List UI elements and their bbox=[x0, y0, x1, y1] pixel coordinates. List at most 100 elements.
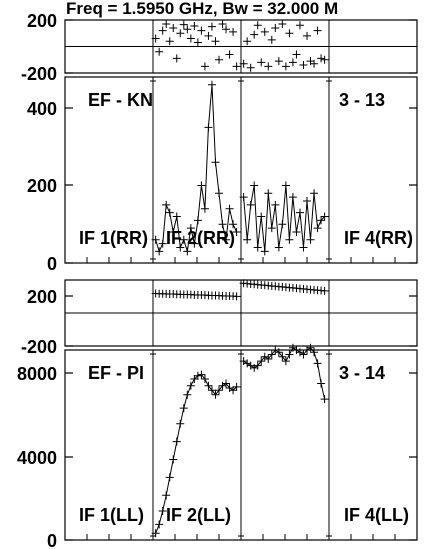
data-point-if3 bbox=[292, 228, 301, 236]
data-point-if3 bbox=[306, 235, 315, 244]
data-point-if3 bbox=[310, 348, 319, 357]
data-point-if2 bbox=[193, 216, 202, 225]
data-point-if2 bbox=[183, 390, 192, 399]
data-point-if2 bbox=[186, 381, 195, 390]
series-line-if2 bbox=[155, 84, 238, 253]
data-point-if3 bbox=[274, 57, 283, 66]
data-point-if3 bbox=[292, 50, 301, 59]
data-point-if2 bbox=[179, 20, 188, 29]
data-point-if2 bbox=[158, 239, 167, 248]
data-point-if2 bbox=[158, 506, 167, 515]
data-point-if2 bbox=[218, 19, 227, 28]
phase-panel-3 bbox=[64, 279, 418, 347]
data-point-if3 bbox=[320, 212, 329, 221]
data-point-if3 bbox=[246, 200, 255, 209]
data-point-if2 bbox=[229, 220, 238, 229]
data-point-if2 bbox=[211, 37, 220, 46]
data-point-if3 bbox=[288, 58, 297, 67]
data-point-if3 bbox=[271, 23, 280, 32]
data-point-if2 bbox=[197, 26, 206, 35]
if-panel-label: IF 4(LL) bbox=[344, 505, 409, 525]
y-tick-label: 200 bbox=[27, 11, 57, 31]
data-point-if2 bbox=[200, 62, 209, 71]
if-panel-label: IF 2(LL) bbox=[166, 505, 231, 525]
data-point-if3 bbox=[253, 21, 262, 30]
data-point-if3 bbox=[253, 243, 262, 252]
data-point-if3 bbox=[264, 62, 273, 71]
data-point-if3 bbox=[317, 216, 326, 225]
data-point-if3 bbox=[239, 193, 248, 202]
data-point-if2 bbox=[172, 212, 181, 221]
data-point-if2 bbox=[183, 247, 192, 256]
series-line-if3 bbox=[243, 185, 325, 252]
data-point-if3 bbox=[278, 352, 287, 361]
data-point-if2 bbox=[222, 235, 231, 244]
y-tick-label: 4000 bbox=[17, 448, 57, 468]
data-point-if2 bbox=[232, 62, 241, 71]
data-point-if2 bbox=[197, 181, 206, 190]
data-point-if2 bbox=[200, 204, 209, 213]
data-point-if2 bbox=[165, 37, 174, 46]
series-line-if3 bbox=[243, 347, 326, 400]
data-point-if3 bbox=[264, 189, 273, 198]
data-point-if2 bbox=[165, 208, 174, 217]
data-point-if3 bbox=[264, 354, 273, 363]
data-point-if3 bbox=[281, 62, 290, 71]
data-point-if2 bbox=[207, 386, 216, 395]
data-point-if3 bbox=[285, 29, 294, 38]
data-point-if2 bbox=[218, 220, 227, 229]
data-point-if2 bbox=[162, 19, 171, 28]
data-point-if3 bbox=[243, 235, 252, 244]
data-point-if2 bbox=[162, 200, 171, 209]
data-point-if2 bbox=[232, 228, 241, 236]
amplitude-panel-2 bbox=[64, 76, 418, 264]
data-point-if3 bbox=[285, 235, 294, 244]
data-point-if3 bbox=[267, 350, 276, 359]
data-point-if2 bbox=[215, 386, 223, 395]
data-point-if3 bbox=[250, 30, 259, 39]
data-point-if3 bbox=[274, 348, 283, 357]
data-point-if3 bbox=[250, 181, 259, 190]
data-point-if2 bbox=[229, 386, 238, 395]
data-point-if2 bbox=[172, 437, 181, 446]
scan-annotation: 3 - 14 bbox=[339, 363, 385, 383]
data-point-if3 bbox=[288, 193, 297, 202]
data-point-if2 bbox=[169, 23, 178, 32]
data-point-if2 bbox=[207, 80, 216, 89]
data-point-if3 bbox=[299, 243, 308, 252]
data-point-if2 bbox=[176, 419, 185, 428]
data-point-if2 bbox=[222, 25, 231, 34]
data-point-if2 bbox=[179, 404, 188, 413]
data-point-if2 bbox=[204, 31, 213, 40]
data-point-if2 bbox=[155, 520, 164, 529]
y-tick-label: -200 bbox=[21, 64, 57, 84]
data-point-if3 bbox=[278, 19, 287, 28]
data-point-if3 bbox=[243, 359, 252, 368]
data-point-if3 bbox=[267, 224, 276, 233]
plot-panels: 200 -200 0 200 400 EF - KN 3 - 13 IF 1(RR) IF 2(… bbox=[17, 11, 418, 549]
data-point-if3 bbox=[278, 220, 287, 229]
data-point-if3 bbox=[281, 357, 290, 366]
data-point-if3 bbox=[257, 212, 266, 221]
scan-annotation: 3 - 13 bbox=[339, 90, 385, 110]
data-point-if2 bbox=[193, 371, 202, 380]
if-panel-label: IF 1(LL) bbox=[79, 505, 144, 525]
data-point-if3 bbox=[253, 361, 262, 370]
data-point-if3 bbox=[295, 21, 304, 30]
data-point-if2 bbox=[151, 235, 160, 244]
data-point-if2 bbox=[190, 21, 199, 30]
data-point-if3 bbox=[310, 59, 319, 68]
data-point-if3 bbox=[320, 395, 329, 404]
amplitude-panel-4 bbox=[64, 343, 418, 541]
data-point-if2 bbox=[204, 123, 213, 132]
data-point-if3 bbox=[257, 357, 266, 366]
data-point-if2 bbox=[211, 158, 220, 167]
y-tick-label: 0 bbox=[47, 531, 57, 549]
y-tick-label: -200 bbox=[21, 337, 57, 357]
data-point-if3 bbox=[313, 359, 322, 368]
data-point-if2 bbox=[179, 235, 188, 244]
data-point-if3 bbox=[274, 243, 283, 252]
data-point-if3 bbox=[285, 350, 294, 359]
data-point-if3 bbox=[295, 208, 304, 217]
if-panel-label: IF 4(RR) bbox=[344, 228, 413, 248]
